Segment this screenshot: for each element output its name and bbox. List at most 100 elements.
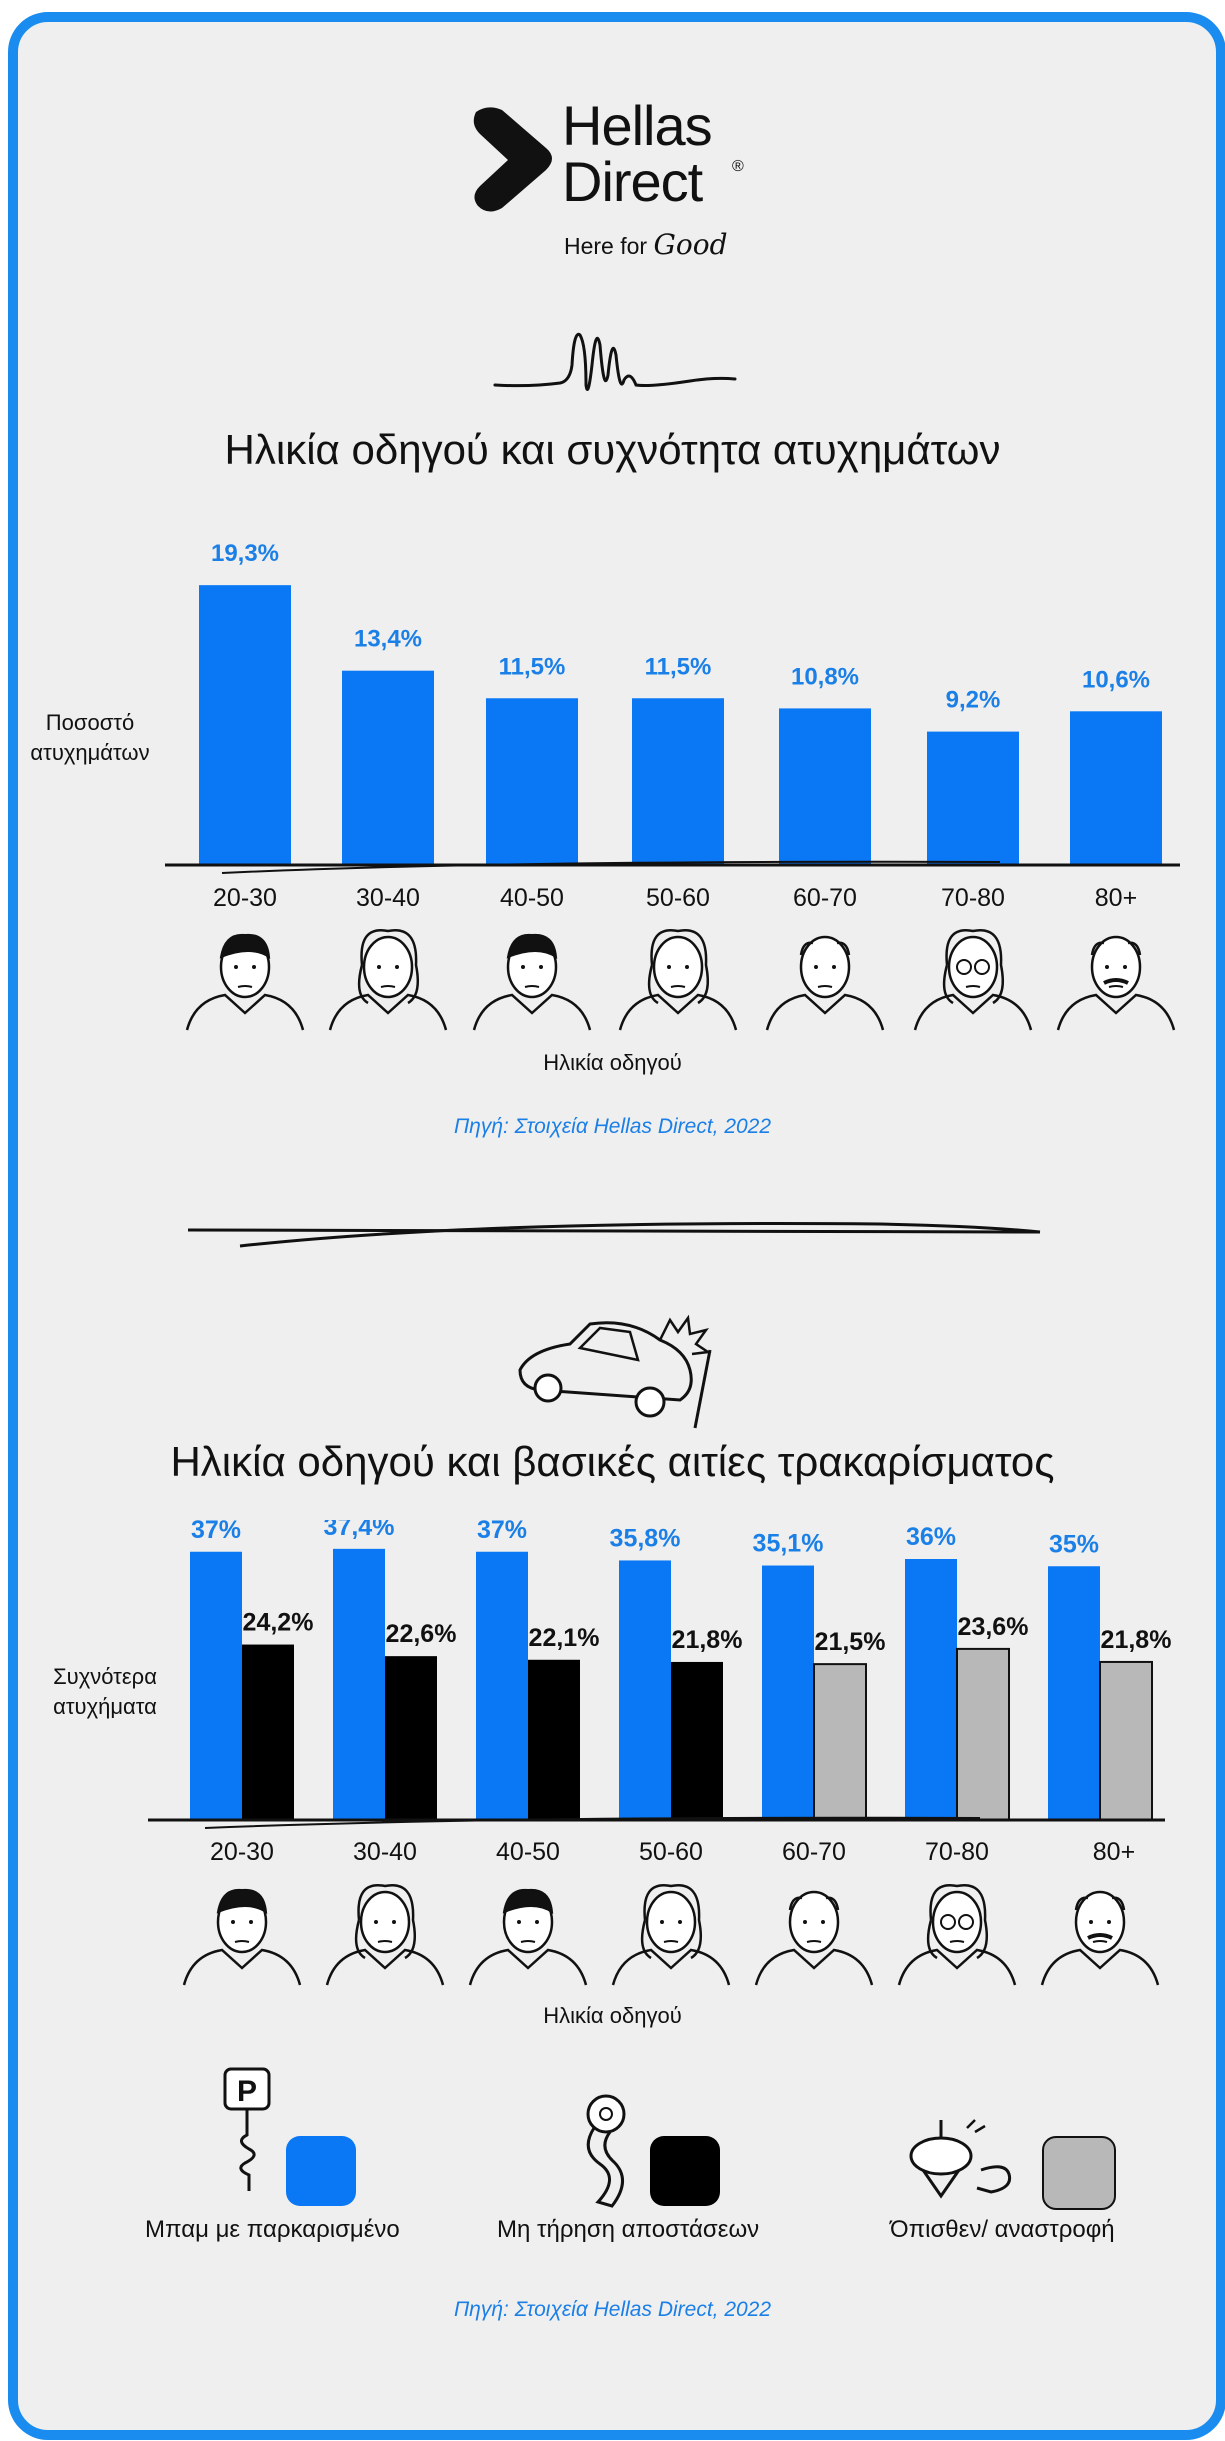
reverse-spinning-top-icon [909, 2119, 1012, 2199]
tagline-script: Good [653, 228, 728, 261]
chart2-data-label: 22,6% [386, 1620, 457, 1648]
driver-face-icon [611, 1883, 731, 1986]
legend-label-distance: Μη τήρηση αποστάσεων [497, 2216, 760, 2243]
driver-face-icon [182, 1888, 302, 1986]
chart2-bar [385, 1656, 437, 1820]
driver-face-icon [913, 928, 1033, 1031]
chart1-x-tick: 70-80 [941, 884, 1005, 912]
tagline-prefix: Here for [564, 233, 648, 259]
car-crash-doodle-icon [518, 1314, 712, 1429]
divider-doodle-icon [187, 1221, 1041, 1248]
driver-face-icon [325, 1883, 445, 1986]
chart2-bar [242, 1644, 294, 1820]
chart2-axis-doodle [204, 1816, 981, 1829]
chart1-bar [199, 585, 291, 865]
chart2-x-tick: 30-40 [353, 1838, 417, 1866]
chart1-data-label: 19,3% [211, 540, 279, 567]
chart2-source: Πηγή: Στοιχεία Hellas Direct, 2022 [453, 2298, 772, 2321]
legend-label-reverse: Όπισθεν/ αναστροφή [890, 2216, 1115, 2243]
chart1-data-label: 10,6% [1082, 666, 1150, 693]
chart1-data-label: 11,5% [645, 653, 712, 680]
chart1-source: Πηγή: Στοιχεία Hellas Direct, 2022 [453, 1115, 772, 1138]
chart2-x-tick: 20-30 [210, 1838, 274, 1866]
chart1-ylabel: Ποσοστό ατυχημάτων [30, 710, 150, 765]
legend-swatch-distance [650, 2136, 720, 2206]
driver-face-icon [468, 1888, 588, 1986]
chart1-bar [779, 708, 871, 865]
chart2-data-label: 37% [477, 1520, 527, 1544]
driver-face-icon [1056, 935, 1176, 1031]
brand-name-line1: Hellas [562, 94, 713, 157]
driver-face-icon [754, 1890, 874, 1986]
chart2-data-label: 36% [906, 1523, 956, 1551]
tape-measure-icon [586, 2094, 626, 2208]
parking-sign-icon: P [223, 2067, 271, 2191]
chart2-title: Ηλικία οδηγού και βασικές αιτίες τρακαρί… [170, 1438, 1055, 1485]
chart2-bar [671, 1661, 723, 1820]
chart2-bar [1048, 1566, 1100, 1820]
soundwave-doodle-icon [493, 332, 737, 391]
chart2-data-label: 23,6% [958, 1613, 1029, 1641]
chart2-data-label: 24,2% [243, 1609, 314, 1637]
chart1-x-tick: 50-60 [646, 884, 710, 912]
chart1-bar [927, 731, 1019, 865]
chart2-bar [956, 1647, 1010, 1821]
svg-text:P: P [237, 2075, 257, 2108]
chart2-data-label: 22,1% [529, 1624, 600, 1652]
chart2-bar [619, 1560, 671, 1820]
driver-face-icon [328, 928, 448, 1031]
chart2-bar [476, 1551, 528, 1820]
chart1-x-tick: 30-40 [356, 884, 420, 912]
driver-face-icon [897, 1883, 1017, 1986]
chart2-data-label: 21,8% [1101, 1626, 1172, 1654]
chart1-data-label: 9,2% [946, 687, 1001, 714]
chart1-x-tick: 60-70 [793, 884, 857, 912]
driver-face-icon [185, 933, 305, 1031]
chart1-data-label: 10,8% [791, 663, 859, 690]
chart2-data-label: 37,4% [324, 1520, 395, 1541]
chart1-face-row [185, 928, 1176, 1031]
chart1-bar [1070, 711, 1162, 865]
legend-swatch-reverse [1042, 2136, 1116, 2210]
brand-name-line2: Direct [562, 150, 703, 213]
chart1-bar [632, 698, 724, 865]
chart2-ylabel: Συχνότερα ατυχήματα [53, 1664, 157, 1719]
chart2-bar [813, 1663, 867, 1821]
chart2-x-tick: 80+ [1092, 1838, 1136, 1866]
chart1-bar [342, 670, 434, 865]
driver-face-icon [765, 935, 885, 1031]
driver-face-icon [618, 928, 738, 1031]
chart1-xlabel: Ηλικία οδηγού [543, 1050, 682, 1075]
chart2-data-label: 21,5% [815, 1628, 886, 1656]
chart2-data-label: 35,1% [753, 1530, 824, 1558]
chart2-bar [762, 1565, 814, 1820]
chart2-data-label: 35% [1049, 1530, 1099, 1558]
chart2-data-label: 35,8% [610, 1524, 681, 1552]
chart2-face-row [182, 1883, 1160, 1986]
registered-mark: ® [732, 158, 744, 175]
legend-label-parking: Μπαμ με παρκαρισμένο [145, 2216, 400, 2243]
chart2-x-tick: 50-60 [639, 1838, 703, 1866]
chart2-bar [528, 1659, 580, 1820]
brand-tagline: Here for Good [564, 228, 728, 261]
chart2-x-tick: 70-80 [925, 1838, 989, 1866]
chart2-bar [1099, 1660, 1153, 1821]
chart1-x-tick: 20-30 [213, 884, 277, 912]
chart2-data-label: 37% [191, 1520, 241, 1544]
chart2-x-tick: 60-70 [782, 1838, 846, 1866]
chart1-title: Ηλικία οδηγού και συχνότητα ατυχημάτων [224, 426, 1001, 473]
chart1-data-label: 13,4% [354, 626, 422, 653]
chart1-x-tick: 80+ [1094, 884, 1138, 912]
chart2-bar [905, 1559, 957, 1820]
chart2-bar [333, 1548, 385, 1820]
chart2-xlabel: Ηλικία οδηγού [543, 2003, 682, 2028]
hellas-direct-logo-icon [473, 107, 552, 212]
chart1-plot: 19,3% 13,4% 11,5% 11,5% 10,8% 9,2% 10,6% [165, 540, 1180, 874]
driver-face-icon [1040, 1890, 1160, 1986]
legend-swatch-parking [286, 2136, 356, 2206]
chart1-axis-doodle [221, 860, 1001, 874]
chart2-bar [190, 1551, 242, 1820]
chart2-data-label: 21,8% [672, 1626, 743, 1654]
chart1-data-label: 11,5% [499, 653, 566, 680]
driver-face-icon [472, 933, 592, 1031]
